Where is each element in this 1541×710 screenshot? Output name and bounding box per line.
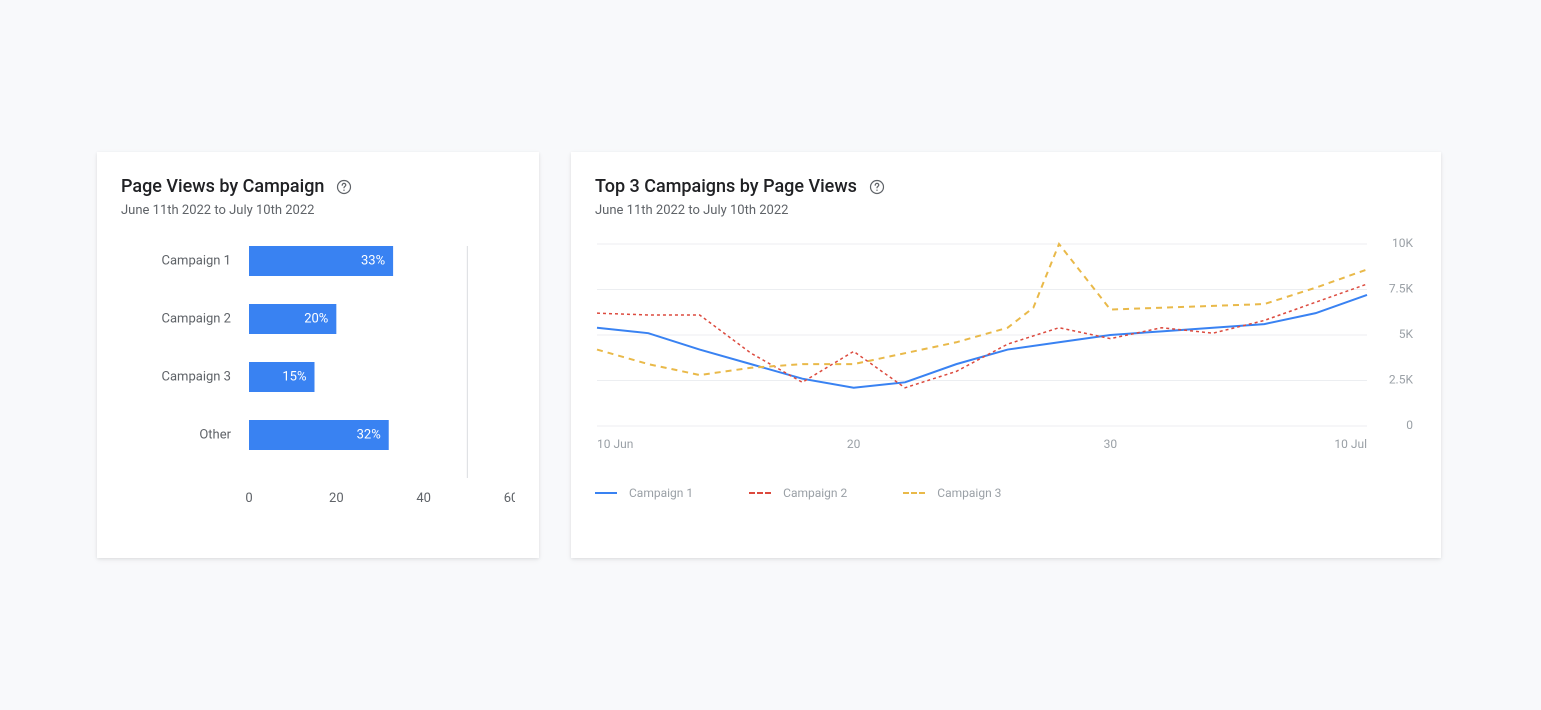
y-axis-tick: 2.5K [1389,373,1414,387]
card-title: Top 3 Campaigns by Page Views [595,176,857,197]
line-chart: 0 2.5K 5K 7.5K 10K 10 Jun 20 30 10 Jul [595,238,1417,458]
x-axis-tick: 10 Jul [1334,437,1367,451]
help-icon[interactable] [336,179,352,195]
x-axis-tick: 20 [847,437,861,451]
series-line [597,295,1367,388]
bar-chart: Campaign 1 33% Campaign 2 20% Campaign 3 15% O… [121,246,515,536]
x-axis-tick: 20 [329,491,344,506]
legend-label: Campaign 2 [783,486,847,500]
x-axis-tick: 40 [416,491,431,506]
legend-item: Campaign 3 [903,486,1001,500]
x-axis-tick: 30 [1104,437,1118,451]
legend-item: Campaign 1 [595,486,693,500]
legend-label: Campaign 1 [629,486,693,500]
x-axis-tick: 0 [245,491,252,506]
y-axis-tick: 0 [1406,418,1413,432]
y-axis-tick: 10K [1392,238,1413,250]
card-header: Page Views by Campaign [121,176,515,197]
bar-value-label: 20% [304,311,328,326]
series-line [597,284,1367,388]
x-axis-tick: 60 [504,491,515,506]
page-views-by-campaign-card: Page Views by Campaign June 11th 2022 to… [97,152,539,558]
legend: Campaign 1 Campaign 2 Campaign 3 [595,486,1417,500]
help-icon[interactable] [869,179,885,195]
card-subtitle: June 11th 2022 to July 10th 2022 [121,203,515,218]
legend-swatch [595,492,617,494]
y-axis-tick: 5K [1399,327,1414,341]
bar-category-label: Other [199,427,231,442]
series-line [597,244,1367,375]
legend-swatch [903,492,925,494]
bar-category-label: Campaign 1 [162,253,231,268]
top-campaigns-card: Top 3 Campaigns by Page Views June 11th … [571,152,1441,558]
bar-value-label: 32% [357,427,381,442]
bar-value-label: 33% [361,253,385,268]
x-axis-tick: 10 Jun [597,437,633,451]
card-header: Top 3 Campaigns by Page Views [595,176,1417,197]
bar-category-label: Campaign 2 [162,311,231,326]
bar-category-label: Campaign 3 [162,369,231,384]
legend-item: Campaign 2 [749,486,847,500]
bar-value-label: 15% [282,369,306,384]
legend-swatch [749,492,771,494]
legend-label: Campaign 3 [937,486,1001,500]
y-axis-tick: 7.5K [1389,282,1414,296]
card-subtitle: June 11th 2022 to July 10th 2022 [595,203,1417,218]
card-title: Page Views by Campaign [121,176,324,197]
